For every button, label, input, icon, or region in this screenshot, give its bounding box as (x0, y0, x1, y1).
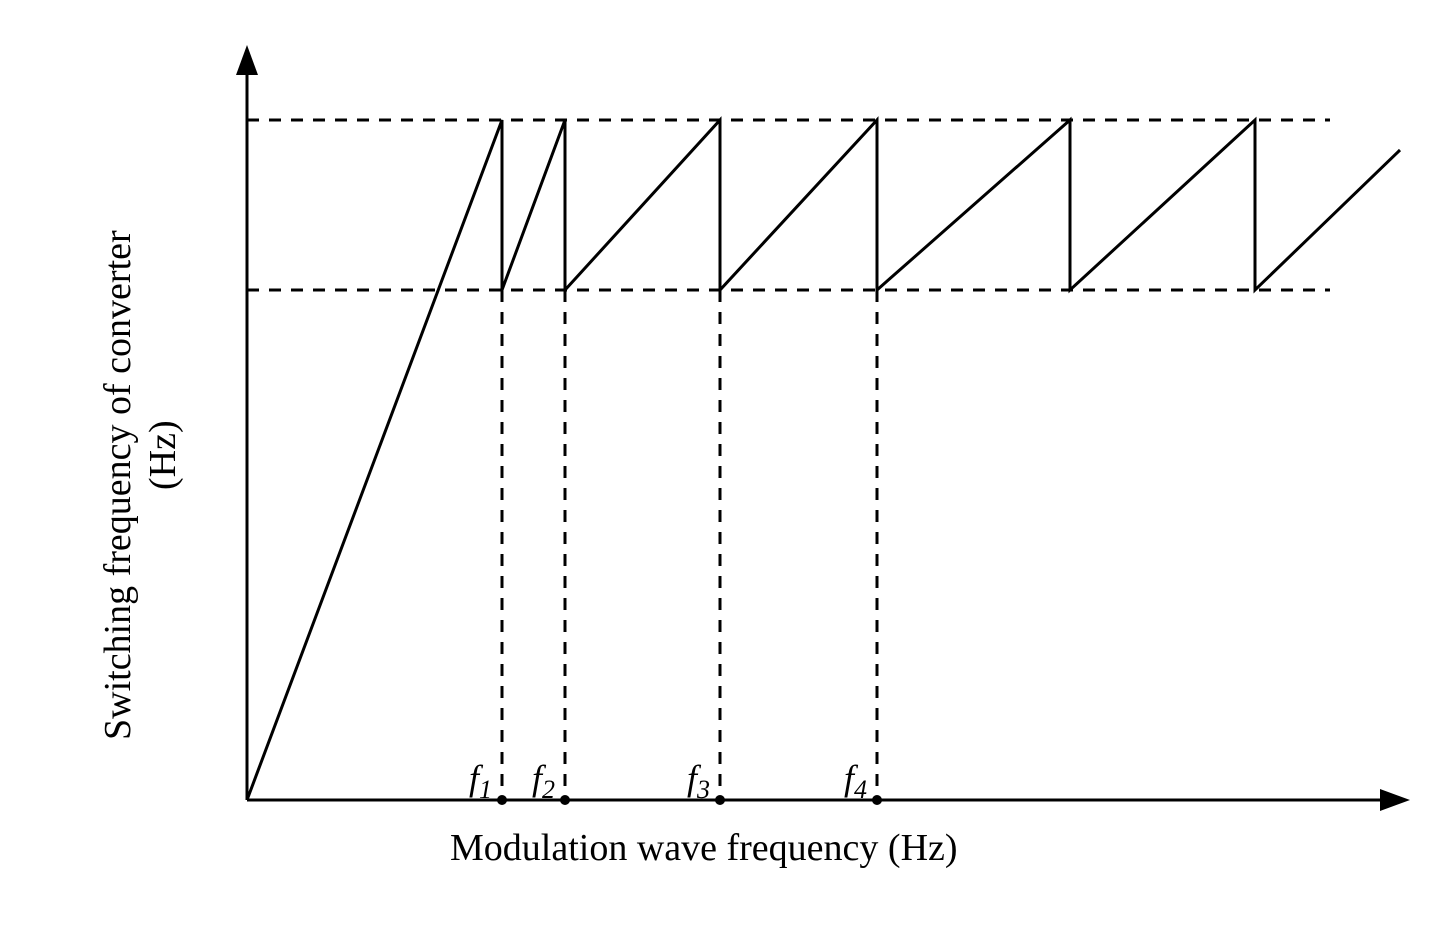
tick-dot-f2 (560, 795, 570, 805)
chart-svg: f1 f2 f3 f4 Modulation wave frequency (H… (0, 0, 1446, 937)
y-axis-arrow (236, 45, 258, 75)
tick-dot-f4 (872, 795, 882, 805)
x-axis-arrow (1380, 789, 1410, 811)
x-axis-label: Modulation wave frequency (Hz) (450, 827, 958, 869)
tick-label-f1: f1 (469, 758, 492, 804)
chart-container: f1 f2 f3 f4 Modulation wave frequency (H… (0, 0, 1446, 937)
tick-dot-f1 (497, 795, 507, 805)
tick-label-f4: f4 (844, 758, 867, 804)
y-axis-label-line1: Switching frequency of converter (97, 230, 139, 740)
tick-label-f2: f2 (532, 758, 555, 804)
tick-label-f3: f3 (687, 758, 710, 804)
y-axis-label-line2: (Hz) (142, 420, 184, 490)
tick-dot-f3 (715, 795, 725, 805)
sawtooth-waveform (247, 120, 1400, 800)
